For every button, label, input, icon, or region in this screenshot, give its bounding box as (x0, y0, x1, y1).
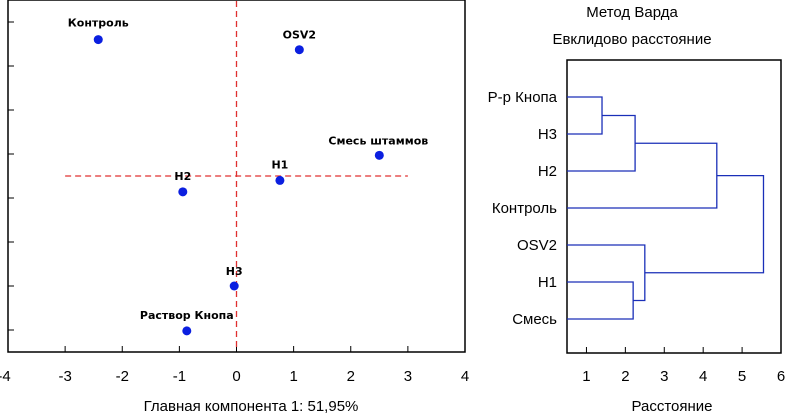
scatter-point-label: Смесь штаммов (328, 134, 428, 147)
dendrogram-subtitle: Евклидово расстояние (552, 31, 711, 48)
scatter-point (374, 150, 384, 160)
dendrogram-leaf-label: H1 (538, 274, 557, 291)
scatter-x-tick-label: 3 (404, 368, 412, 385)
dendrogram-x-tick-label: 5 (738, 368, 746, 385)
scatter-point-label: H2 (174, 170, 191, 183)
dendrogram-frame (566, 59, 782, 354)
dendrogram-x-ticks: 1 2 3 4 5 6 (582, 347, 785, 385)
scatter-x-tick-label: -2 (116, 368, 129, 385)
scatter-x-tick-label: 2 (347, 368, 355, 385)
dendrogram-leaf-labels: Р-р Кнопа H3 H2 Контроль OSV2 H1 Смесь (488, 89, 573, 328)
scatter-point-label: Раствор Кнопа (140, 309, 234, 322)
dendrogram-link (567, 281, 634, 320)
dendrogram-link (644, 174, 765, 274)
scatter-point-label: H3 (226, 265, 243, 278)
dendrogram-link (567, 142, 718, 209)
dendrogram-leaf-label: Контроль (492, 200, 557, 217)
dendrogram-x-tick-label: 3 (660, 368, 668, 385)
scatter-point-label: H1 (271, 158, 288, 171)
dendrogram-link (567, 96, 603, 135)
scatter-points: Контроль OSV2 Смесь штаммов H1 H2 H3 Раствор К… (68, 17, 428, 336)
scatter-x-tick-label: 1 (289, 368, 297, 385)
scatter-x-tick-label: -4 (0, 368, 11, 385)
dendrogram-link (567, 114, 636, 172)
scatter-x-tick-label: 0 (232, 368, 240, 385)
dendrogram-leaf-label: H3 (538, 126, 557, 143)
dendrogram-x-tick-label: 4 (699, 368, 707, 385)
dendrogram-leaf-label: H2 (538, 163, 557, 180)
dendrogram-leaf-label: Р-р Кнопа (488, 89, 558, 106)
scatter-point (93, 35, 103, 45)
scatter-x-tick-label: -3 (58, 368, 71, 385)
scatter-point (294, 45, 304, 55)
dendrogram-links (567, 96, 765, 320)
scatter-point (229, 281, 239, 291)
dendrogram-leaf-label: OSV2 (517, 237, 557, 254)
scatter-point (178, 187, 188, 197)
dendrogram-x-tick-label: 2 (621, 368, 629, 385)
scatter-reference-lines (65, 1, 408, 351)
dendrogram-x-axis-label: Расстояние (631, 398, 712, 414)
scatter-x-tick-label: 4 (461, 368, 469, 385)
scatter-plot: -4 -3 -2 -1 0 1 2 3 4 Контроль OSV2 Смесь штаммов H… (0, 0, 469, 414)
scatter-y-tick-marks (8, 21, 14, 331)
scatter-point-label: OSV2 (283, 29, 316, 42)
dendrogram-title: Метод Варда (586, 4, 678, 21)
scatter-x-tick-label: -1 (173, 368, 186, 385)
dendrogram-leaf-label: Смесь (512, 311, 557, 328)
scatter-point (275, 175, 285, 185)
dendrogram-x-tick-label: 1 (582, 368, 590, 385)
dendrogram-link (567, 244, 646, 302)
scatter-point-label: Контроль (68, 17, 129, 30)
scatter-x-axis-label: Главная компонента 1: 51,95% (144, 398, 359, 414)
scatter-x-ticks: -4 -3 -2 -1 0 1 2 3 4 (0, 346, 469, 385)
dendrogram-x-tick-label: 6 (777, 368, 785, 385)
scatter-point (182, 326, 192, 336)
